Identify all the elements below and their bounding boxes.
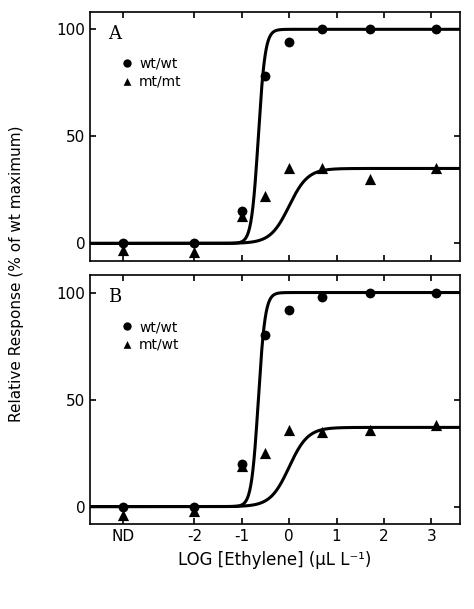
- Legend: wt/wt, mt/wt: wt/wt, mt/wt: [116, 315, 185, 357]
- Point: [319, 427, 326, 437]
- Point: [319, 292, 326, 301]
- Point: [238, 461, 246, 471]
- Point: [191, 239, 198, 248]
- Point: [262, 448, 269, 458]
- Text: A: A: [109, 24, 121, 43]
- Point: [191, 502, 198, 512]
- Point: [432, 164, 440, 174]
- Legend: wt/wt, mt/mt: wt/wt, mt/mt: [116, 51, 187, 94]
- Point: [119, 239, 127, 248]
- Point: [432, 420, 440, 430]
- Point: [119, 510, 127, 520]
- Point: [366, 287, 374, 297]
- Point: [119, 245, 127, 255]
- Point: [285, 304, 293, 314]
- Point: [319, 24, 326, 34]
- Point: [262, 71, 269, 81]
- Point: [238, 211, 246, 220]
- Point: [432, 287, 440, 297]
- Point: [238, 206, 246, 216]
- Point: [285, 37, 293, 47]
- Point: [366, 24, 374, 34]
- Point: [119, 502, 127, 512]
- Point: [262, 191, 269, 201]
- Text: B: B: [109, 288, 122, 306]
- Point: [319, 164, 326, 174]
- Text: Relative Response (% of wt maximum): Relative Response (% of wt maximum): [9, 126, 24, 422]
- Point: [238, 459, 246, 469]
- Point: [191, 247, 198, 257]
- Point: [285, 424, 293, 434]
- Point: [366, 424, 374, 434]
- Point: [262, 331, 269, 340]
- Point: [285, 164, 293, 174]
- Point: [191, 506, 198, 516]
- X-axis label: LOG [Ethylene] (μL L⁻¹): LOG [Ethylene] (μL L⁻¹): [178, 551, 372, 569]
- Point: [366, 174, 374, 184]
- Point: [432, 24, 440, 34]
